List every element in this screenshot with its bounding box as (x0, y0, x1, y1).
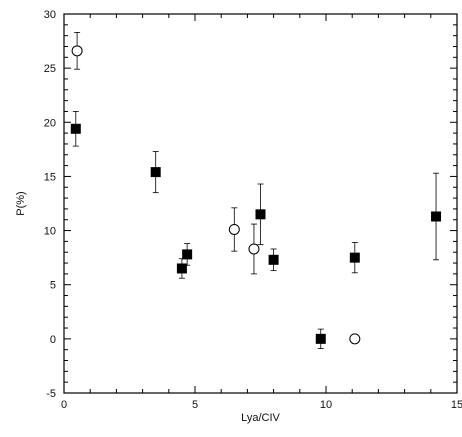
y-tick-label: 10 (44, 226, 56, 238)
data-point-square (150, 167, 161, 178)
labels-layer: 0 5 10 15 -5 0 5 10 15 20 25 30 (44, 9, 462, 411)
y-tick-label: 30 (44, 9, 56, 21)
x-tick-label: 5 (192, 399, 198, 411)
data-point-square (268, 254, 279, 265)
data-point-square (431, 211, 442, 222)
y-tick-label: 15 (44, 171, 56, 183)
y-tick-label: 0 (50, 334, 56, 346)
marks-layer (70, 32, 442, 350)
data-point-circle (248, 243, 260, 255)
data-point-square (70, 123, 81, 134)
y-tick-label: 25 (44, 63, 56, 75)
y-tick-label: 20 (44, 117, 56, 129)
y-axis-title: P(%) (15, 191, 27, 215)
x-tick-label: 10 (320, 399, 332, 411)
data-point-square (315, 333, 326, 344)
x-tick-label: 0 (61, 399, 67, 411)
data-point-square (255, 209, 266, 220)
plot-frame (63, 13, 458, 394)
data-point-circle (349, 333, 361, 345)
x-axis-title: Lya/CIV (241, 412, 280, 424)
y-tick-label: -5 (46, 388, 56, 400)
data-point-circle (228, 223, 240, 235)
data-point-square (176, 263, 187, 274)
x-tick-label: 15 (451, 399, 462, 411)
data-point-square (349, 252, 360, 263)
y-tick-label: 5 (50, 280, 56, 292)
data-point-circle (71, 45, 83, 57)
data-point-square (182, 249, 193, 260)
